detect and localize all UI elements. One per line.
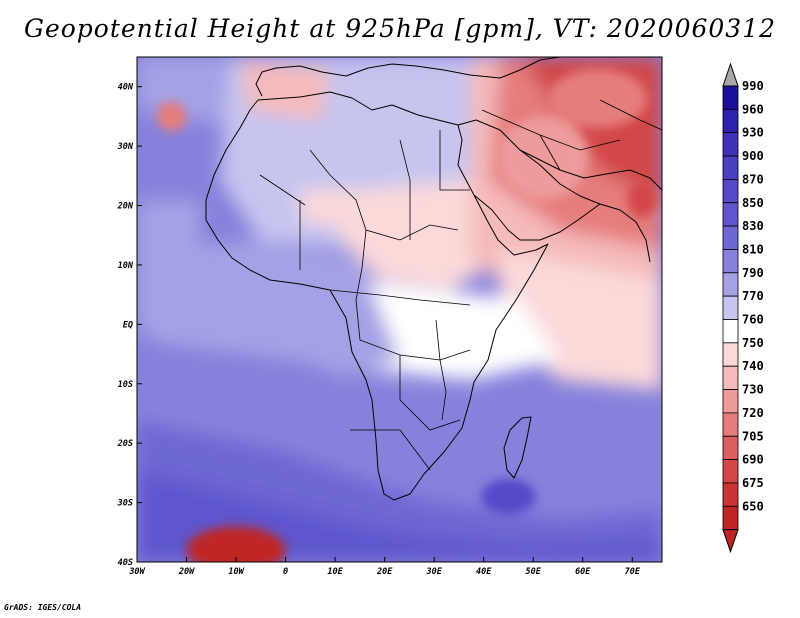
x-tick-label: 20E <box>376 567 393 577</box>
colorbar-label: 830 <box>742 219 764 233</box>
field-region-3 <box>627 181 658 218</box>
madagascar-coastline <box>503 416 532 479</box>
colorbar-label: 900 <box>742 149 764 163</box>
x-tick-label: 30E <box>425 567 442 577</box>
colorbar-swatch <box>722 482 739 507</box>
y-tick-label: 20N <box>117 202 134 212</box>
colorbar-label: 960 <box>742 102 764 116</box>
y-tick-label: 30S <box>117 499 133 509</box>
y-tick-label: 40N <box>118 83 134 93</box>
y-tick-label: 20S <box>117 439 133 449</box>
x-tick-label: 0 <box>283 567 288 577</box>
colorbar-label: 930 <box>742 126 764 140</box>
x-tick-label: 40E <box>476 567 492 577</box>
colorbar-label: 675 <box>742 476 764 490</box>
colorbar-over-arrow <box>722 62 739 87</box>
x-tick-label: 30W <box>128 567 145 577</box>
colorbar-label: 690 <box>742 453 764 467</box>
x-tick-label: 20W <box>178 567 195 577</box>
x-tick-label: 50E <box>526 567 542 577</box>
y-tick-label: 30N <box>117 142 134 152</box>
asia-borders <box>481 99 662 171</box>
map-title: Geopotential Height at 925hPa [gpm], VT:… <box>23 14 777 43</box>
colorbar-swatch <box>722 365 739 390</box>
colorbar-swatch <box>722 85 739 110</box>
colorbar-swatch <box>722 178 739 204</box>
y-tick-label: 10S <box>118 380 133 390</box>
colorbar-swatch <box>722 272 739 297</box>
height-field <box>137 57 662 562</box>
colorbar-label: 720 <box>742 406 764 420</box>
x-tick-label: 10W <box>228 567 244 577</box>
colorbar-swatch <box>722 202 739 227</box>
plot-frame <box>136 56 663 563</box>
colorbar-swatch <box>722 435 739 461</box>
colorbar-swatch <box>722 389 739 414</box>
field-region-0 <box>481 478 536 515</box>
y-tick-label: 40S <box>118 558 133 568</box>
colorbar-label: 705 <box>742 429 764 443</box>
colorbar-label: 850 <box>742 196 764 210</box>
colorbar-label: 870 <box>742 172 764 186</box>
africa-coastline <box>205 91 549 501</box>
colorbar-swatch <box>722 505 739 531</box>
x-tick-label: 60E <box>575 567 591 577</box>
colorbar-label: 810 <box>742 242 764 256</box>
x-tick-label: 70E <box>625 567 641 577</box>
colorbar-label: 730 <box>742 383 764 397</box>
x-tick-label: 10E <box>327 567 343 577</box>
colorbar-label: 990 <box>742 79 764 93</box>
colorbar-swatch <box>722 412 739 437</box>
europe-coastline <box>255 57 561 97</box>
colorbar: 990 960 930 900 870 850 830 810 790 770 760 750 740 7… <box>722 62 764 554</box>
y-tick-label: 10N <box>118 261 134 271</box>
country-borders <box>259 99 662 471</box>
border-lines <box>259 130 471 471</box>
y-axis: 40N 30N 20N 10N EQ 10S 20S 30S 40S <box>117 83 142 568</box>
colorbar-label: 760 <box>742 313 764 327</box>
colorbar-swatch <box>722 132 739 157</box>
credit-label: GrADS: IGES/COLA <box>4 603 82 612</box>
field-region-2 <box>156 101 187 132</box>
colorbar-swatch <box>722 155 739 180</box>
colorbar-swatch <box>722 459 739 484</box>
colorbar-swatch <box>722 108 739 134</box>
field-region-5 <box>498 116 588 200</box>
colorbar-swatch <box>722 249 739 274</box>
gulf-coastline <box>519 149 651 263</box>
colorbar-label: 790 <box>742 266 764 280</box>
x-axis: 30W 20W 10W 0 10E 20E 30E 40E 50E 60E 70E <box>128 557 641 577</box>
colorbar-swatch <box>722 225 739 250</box>
colorbar-under-arrow <box>722 529 739 554</box>
colorbar-label: 650 <box>742 499 764 513</box>
colorbar-swatch <box>722 319 739 344</box>
colorbar-label: 770 <box>742 289 764 303</box>
colorbar-label: 750 <box>742 336 764 350</box>
arabia-coastline <box>473 194 601 241</box>
field-region-1 <box>186 526 286 562</box>
colorbar-swatch <box>722 342 739 367</box>
colorbar-swatch <box>722 295 739 320</box>
field-region-4 <box>548 68 648 129</box>
colorbar-label: 740 <box>742 359 764 373</box>
rift-lakes <box>435 319 447 421</box>
y-tick-label: EQ <box>123 320 133 330</box>
field-regions <box>156 68 658 562</box>
